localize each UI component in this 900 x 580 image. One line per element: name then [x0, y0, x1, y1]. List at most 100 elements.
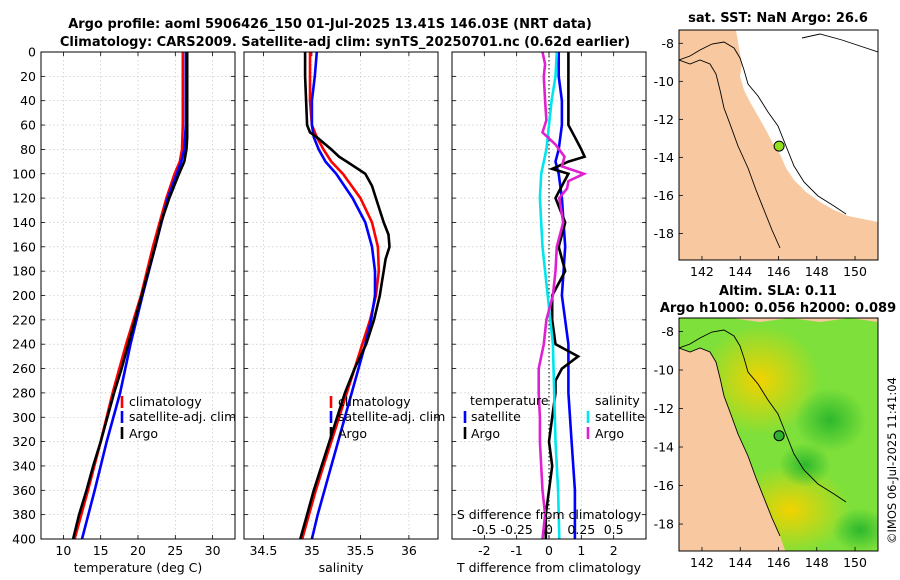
depth-tick-label: 380: [12, 507, 36, 522]
x-tick-label: 15: [93, 543, 109, 558]
t-legend-header: temperature: [470, 393, 549, 408]
lat-tick-label: -14: [654, 150, 674, 165]
x-tick-label: 10: [55, 543, 71, 558]
lon-tick-label: 144: [728, 555, 752, 570]
shelf-contour: [679, 329, 847, 503]
x-tick-label: 36: [401, 543, 417, 558]
lon-tick-label: 142: [690, 264, 714, 279]
cape-york-land: [679, 348, 786, 551]
depth-tick-label: 40: [20, 93, 36, 108]
legend-label-satellite: satellite-adj. clim: [129, 409, 236, 424]
legend-label-satellite: satellite-adj. clim: [338, 409, 445, 424]
cape-york-land: [679, 60, 786, 260]
lat-tick-label: -12: [654, 112, 674, 127]
depth-tick-label: 120: [12, 191, 36, 206]
figure-title-line1: Argo profile: aoml 5906426_150 01-Jul-20…: [68, 17, 592, 32]
depth-tick-label: 360: [12, 483, 36, 498]
s-diff-tick-label: 0.5: [604, 522, 624, 537]
salinity-legend: climatology satellite-adj. clim Argo: [329, 394, 445, 441]
argo-position-marker: [773, 430, 785, 442]
temperature-argo-line: [71, 52, 189, 539]
x-tick-label: 30: [205, 543, 221, 558]
depth-tick-label: 400: [12, 532, 36, 547]
coastline: [679, 347, 781, 537]
temperature-diff-argo-line: [544, 52, 587, 539]
s-diff-tick-label: -0.5: [472, 522, 496, 537]
sla-low-anomaly: [832, 508, 878, 551]
depth-tick-label: 280: [12, 385, 36, 400]
depth-tick-label: 300: [12, 410, 36, 425]
t-diff-x-label: T difference from climatology: [456, 560, 642, 575]
temperature-satellite-line: [80, 52, 188, 539]
temperature-legend: climatology satellite-adj. clim Argo: [120, 394, 236, 441]
salinity-grid: [244, 51, 438, 540]
salinity-x-label: salinity: [319, 560, 364, 575]
depth-tick-label: 140: [12, 215, 36, 230]
lon-tick-label: 148: [805, 555, 829, 570]
t-diff-legend: temperature satellite Argo: [463, 393, 549, 441]
temperature-diff-satellite-line: [554, 52, 577, 539]
lat-tick-label: -10: [654, 74, 674, 89]
depth-tick-label: 180: [12, 264, 36, 279]
temperature-x-label: temperature (deg C): [74, 560, 203, 575]
depth-tick-labels: 0 20 40 60 80 100 120 140 160 180 200 220 240 260 280 3…: [12, 45, 36, 547]
sla-low-anomaly: [779, 443, 831, 487]
s-legend-header: salinity: [595, 393, 640, 408]
salinity-x-tick-labels: 34.5 35 35.5 36: [249, 543, 416, 558]
x-tick-label: 2: [610, 543, 618, 558]
x-tick-label: 35.5: [346, 543, 374, 558]
sst-map-title: sat. SST: NaN Argo: 26.6: [688, 11, 868, 26]
depth-tick-label: 200: [12, 288, 36, 303]
depth-tick-label: 240: [12, 337, 36, 352]
s-diff-tick-label: 0.25: [567, 522, 595, 537]
t-legend-label-argo: Argo: [471, 426, 500, 441]
png-coastline: [801, 33, 878, 53]
sla-map-ticks: 142 144 146 148 150 -8 -10 -12 -14 -16 -18: [654, 324, 867, 570]
lat-tick-label: -8: [662, 36, 675, 51]
lon-tick-label: 150: [843, 264, 867, 279]
lon-tick-label: 150: [843, 555, 867, 570]
legend-label-argo: Argo: [338, 426, 367, 441]
difference-ticks: [452, 51, 646, 540]
lat-tick-label: -10: [654, 362, 674, 377]
lon-tick-label: 142: [690, 555, 714, 570]
s-diff-tick-label: -0.25: [500, 522, 532, 537]
lat-tick-label: -18: [654, 517, 674, 532]
legend-label-argo: Argo: [129, 426, 158, 441]
lat-tick-label: -14: [654, 440, 674, 455]
s-diff-tick-label: 0: [545, 522, 553, 537]
imos-credit: ©IMOS 06-Jul-2025 11:41:04: [885, 377, 899, 544]
x-tick-label: 25: [167, 543, 183, 558]
depth-tick-label: 320: [12, 434, 36, 449]
difference-panel: -2 -1 0 1 2 -0.5 -0.25 0 0.25 0.5 S difference f…: [451, 51, 647, 575]
coral-sea: [736, 30, 878, 222]
png-land: [730, 318, 878, 322]
lat-tick-label: -16: [654, 188, 674, 203]
salinity-diff-satellite-line: [538, 52, 561, 539]
depth-tick-label: 80: [20, 142, 36, 157]
s-legend-label-argo: Argo: [595, 426, 624, 441]
lon-tick-label: 144: [728, 264, 752, 279]
x-tick-label: 0: [545, 543, 553, 558]
temperature-ticks: [41, 51, 235, 540]
legend-label-climatology: climatology: [338, 394, 411, 409]
x-tick-label: 35: [304, 543, 320, 558]
s-diff-legend: salinity satellite Argo: [586, 393, 645, 441]
x-tick-label: 20: [130, 543, 146, 558]
sla-map-title-line2: Argo h1000: 0.056 h2000: 0.089: [660, 301, 896, 316]
lon-tick-label: 146: [767, 555, 791, 570]
argo-position-marker: [773, 140, 785, 152]
lon-tick-label: 148: [805, 264, 829, 279]
depth-tick-label: 260: [12, 361, 36, 376]
sla-map-title-line1: Altim. SLA: 0.11: [719, 284, 837, 299]
figure-title-line2: Climatology: CARS2009. Satellite-adj cli…: [60, 35, 630, 50]
lon-tick-label: 146: [767, 264, 791, 279]
salinity-panel: 34.5 35 35.5 36 salinity climatology satell…: [243, 51, 445, 575]
lat-tick-label: -8: [662, 324, 675, 339]
temperature-x-tick-labels: 10 15 20 25 30: [55, 543, 220, 558]
x-tick-label: -1: [510, 543, 522, 558]
s-diff-x-label: S difference from climatology: [457, 507, 642, 522]
t-legend-label-satellite: satellite: [471, 409, 521, 424]
depth-tick-label: 220: [12, 312, 36, 327]
